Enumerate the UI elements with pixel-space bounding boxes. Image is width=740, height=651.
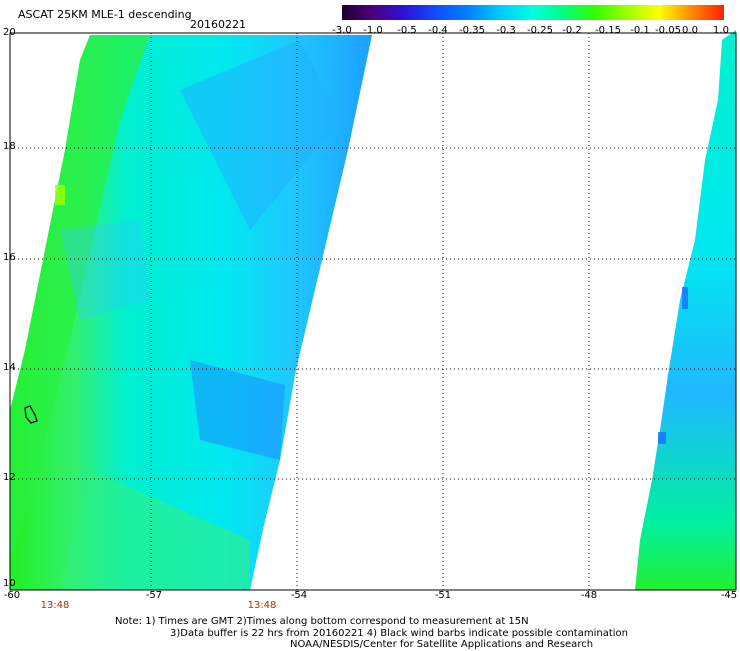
lat-label: 10	[3, 578, 16, 589]
lon-label: -51	[434, 590, 452, 601]
lat-label: 18	[3, 141, 16, 152]
note-line-2: 3)Data buffer is 22 hrs from 20160221 4)…	[170, 628, 628, 639]
scale-label: -0.3	[496, 25, 516, 36]
product-title: ASCAT 25KM MLE-1 descending	[18, 8, 192, 21]
pass-time-label: 13:48	[40, 600, 70, 611]
lat-label: 14	[3, 362, 16, 373]
lat-label: 20	[3, 27, 16, 38]
color-scale-labels: -3.0 -1.0 -0.5 -0.4 -0.35 -0.3 -0.25 -0.…	[330, 25, 740, 39]
scale-label: -1.0	[363, 25, 383, 36]
date-label: 20160221	[190, 18, 246, 31]
lon-label: -48	[580, 590, 598, 601]
lat-label: 16	[3, 252, 16, 263]
scale-label: -0.15	[595, 25, 621, 36]
note-line-1: Note: 1) Times are GMT 2)Times along bot…	[115, 616, 529, 627]
lat-label: 12	[3, 472, 16, 483]
scale-label: -0.4	[428, 25, 448, 36]
lon-label: -45	[720, 590, 738, 601]
lon-label: -54	[290, 590, 308, 601]
scale-label: -0.05	[655, 25, 681, 36]
scale-label: -0.2	[562, 25, 582, 36]
scale-label: -0.1	[630, 25, 650, 36]
map-frame	[9, 32, 737, 591]
left-swath	[10, 35, 372, 590]
scale-label: -0.25	[527, 25, 553, 36]
lat-lon-grid	[10, 33, 736, 590]
color-scale-bar	[342, 5, 724, 20]
scale-label: -0.35	[459, 25, 485, 36]
lon-label: -57	[145, 590, 163, 601]
scale-label: -0.5	[397, 25, 417, 36]
lon-label: -60	[3, 590, 21, 601]
pass-time-label: 13:48	[247, 600, 277, 611]
right-swath	[635, 30, 736, 590]
scale-label: 1.0	[713, 25, 729, 36]
scale-label: -3.0	[332, 25, 352, 36]
note-line-3: NOAA/NESDIS/Center for Satellite Applica…	[290, 639, 594, 650]
scale-label: 0.0	[682, 25, 698, 36]
